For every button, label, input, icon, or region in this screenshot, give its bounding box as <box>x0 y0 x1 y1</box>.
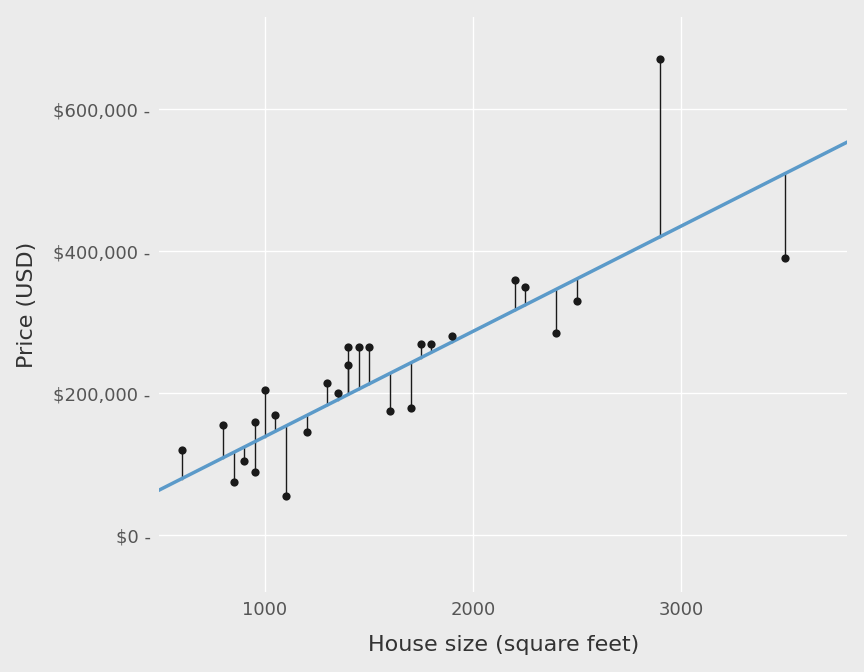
Point <box>362 342 376 353</box>
Y-axis label: Price (USD): Price (USD) <box>16 241 36 368</box>
Point <box>331 388 345 398</box>
Point <box>341 360 355 370</box>
X-axis label: House size (square feet): House size (square feet) <box>367 635 638 655</box>
Point <box>518 282 532 292</box>
Point <box>258 384 272 395</box>
Point <box>269 409 283 420</box>
Point <box>414 338 428 349</box>
Point <box>341 342 355 353</box>
Point <box>248 466 262 477</box>
Point <box>300 427 314 437</box>
Point <box>279 491 293 502</box>
Point <box>424 338 438 349</box>
Point <box>403 402 417 413</box>
Point <box>321 377 334 388</box>
Point <box>352 342 365 353</box>
Point <box>383 406 397 417</box>
Point <box>217 420 231 431</box>
Point <box>445 331 459 342</box>
Point <box>227 477 241 488</box>
Point <box>550 327 563 338</box>
Point <box>238 456 251 466</box>
Point <box>175 445 188 456</box>
Point <box>570 296 584 306</box>
Point <box>508 274 522 285</box>
Point <box>248 417 262 427</box>
Point <box>653 54 667 65</box>
Point <box>778 253 791 263</box>
